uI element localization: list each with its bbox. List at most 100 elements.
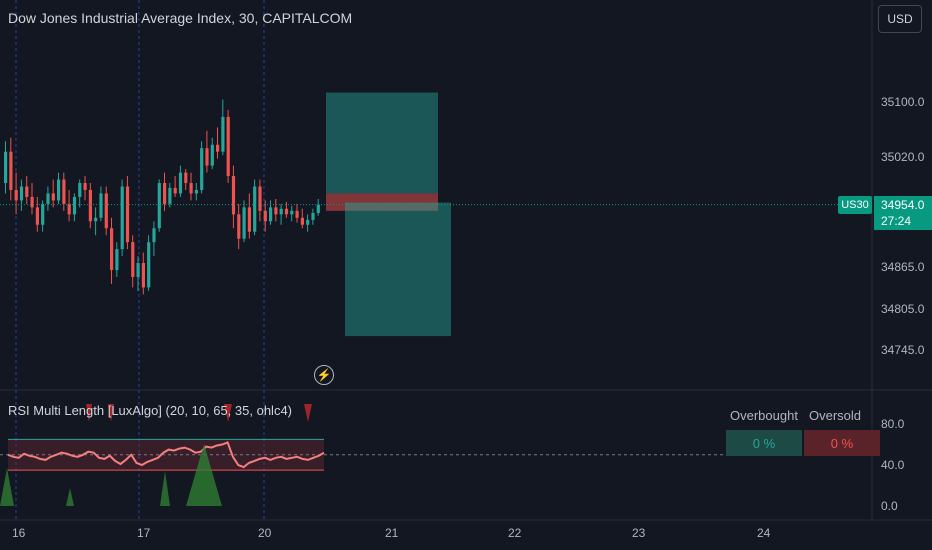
rsi-tick: 80.0 — [881, 417, 905, 431]
candle-body — [216, 144, 220, 152]
candle-body — [173, 187, 177, 194]
candle-body — [83, 183, 87, 190]
candle-body — [4, 151, 8, 184]
candle-body — [25, 186, 29, 197]
overbought-header: Overbought — [730, 408, 798, 423]
price-tick: 34805.0 — [881, 302, 925, 316]
rsi-tick: 40.0 — [881, 458, 905, 472]
rsi-line — [7, 441, 325, 469]
candle-body — [184, 172, 188, 184]
last-price-value: 34954.0 — [881, 198, 925, 212]
candle-body — [110, 228, 114, 270]
candle-body — [14, 189, 18, 201]
candle-body — [147, 242, 151, 288]
date-tick: 20 — [258, 526, 272, 540]
candle-body — [226, 116, 230, 177]
date-tick: 17 — [137, 526, 151, 540]
rsi-signal-area — [0, 468, 14, 506]
candle-body — [290, 210, 294, 215]
candle-body — [306, 219, 310, 225]
candle-body — [120, 186, 124, 250]
candle-body — [194, 189, 198, 194]
date-tick: 24 — [757, 526, 771, 540]
candle-body — [57, 179, 61, 201]
candle-body — [269, 207, 273, 222]
candle-body — [316, 204, 320, 213]
candle-body — [168, 187, 172, 204]
rsi-tick: 0.0 — [881, 499, 898, 513]
candle-body — [19, 186, 24, 201]
price-tick: 35020.0 — [881, 150, 925, 164]
candle-body — [300, 217, 304, 225]
rsi-signal-area — [186, 444, 222, 506]
candle-body — [115, 249, 119, 270]
indicator-title: RSI Multi Length [LuxAlgo] (20, 10, 65, … — [8, 403, 293, 418]
candle-body — [88, 189, 92, 222]
candle-body — [9, 151, 13, 190]
rsi-signal-marker — [108, 404, 114, 422]
bar-countdown: 27:24 — [881, 214, 912, 228]
candle-body — [274, 207, 278, 215]
candle-body — [295, 210, 299, 218]
candle-body — [78, 183, 82, 197]
candle-body — [284, 208, 289, 215]
price-tick: 34745.0 — [881, 343, 925, 357]
rsi-signal-marker — [224, 404, 232, 422]
long-target-zone — [326, 92, 438, 194]
rsi-signal-area — [66, 488, 74, 506]
candle-body — [152, 228, 156, 243]
candle-body — [200, 148, 204, 190]
lightning-icon[interactable]: ⚡ — [314, 365, 334, 385]
candle-body — [94, 217, 98, 222]
rsi-signal-area — [160, 471, 170, 506]
candle-body — [67, 203, 71, 215]
candle-body — [72, 196, 77, 215]
candle-body — [99, 193, 103, 218]
oversold-value: 0 % — [804, 430, 880, 456]
candle-body — [104, 193, 108, 229]
candle-body — [279, 208, 283, 215]
candle-body — [62, 179, 66, 204]
oversold-header: Oversold — [809, 408, 862, 423]
candle-body — [205, 148, 209, 166]
candle-body — [157, 183, 161, 229]
price-tick: 35100.0 — [881, 95, 925, 109]
short-target-zone — [345, 202, 451, 337]
candle-body — [41, 203, 45, 225]
currency-button[interactable]: USD — [878, 5, 922, 33]
candle-body — [258, 186, 262, 211]
candle-body — [247, 207, 251, 232]
date-tick: 16 — [12, 526, 26, 540]
long-stop-zone — [326, 193, 438, 211]
candle-body — [237, 214, 241, 239]
rsi-signal-marker — [304, 404, 312, 422]
candle-body — [163, 183, 167, 204]
candle-body — [51, 193, 55, 201]
candle-body — [131, 242, 135, 277]
candle-body — [35, 207, 39, 225]
candle-body — [30, 196, 34, 208]
candle-body — [125, 186, 130, 243]
date-tick: 22 — [508, 526, 522, 540]
candle-body — [141, 263, 145, 288]
overbought-value: 0 % — [726, 430, 802, 456]
candle-body — [189, 183, 193, 194]
candle-body — [221, 116, 225, 152]
candle-body — [263, 210, 267, 222]
candle-body — [210, 144, 214, 166]
symbol-tag: US30 — [838, 196, 872, 214]
candle-body — [178, 172, 183, 194]
candle-body — [253, 186, 257, 232]
candle-body — [231, 176, 236, 215]
candle-body — [136, 263, 140, 277]
candle-body — [311, 212, 315, 220]
candle-body — [242, 207, 246, 239]
date-tick: 21 — [385, 526, 399, 540]
chart-title: Dow Jones Industrial Average Index, 30, … — [8, 10, 353, 26]
rsi-signal-marker — [86, 404, 92, 422]
candle-body — [46, 193, 50, 204]
date-tick: 23 — [632, 526, 646, 540]
price-tick: 34865.0 — [881, 260, 925, 274]
last-price-label: 34954.0 27:24 — [874, 196, 932, 230]
